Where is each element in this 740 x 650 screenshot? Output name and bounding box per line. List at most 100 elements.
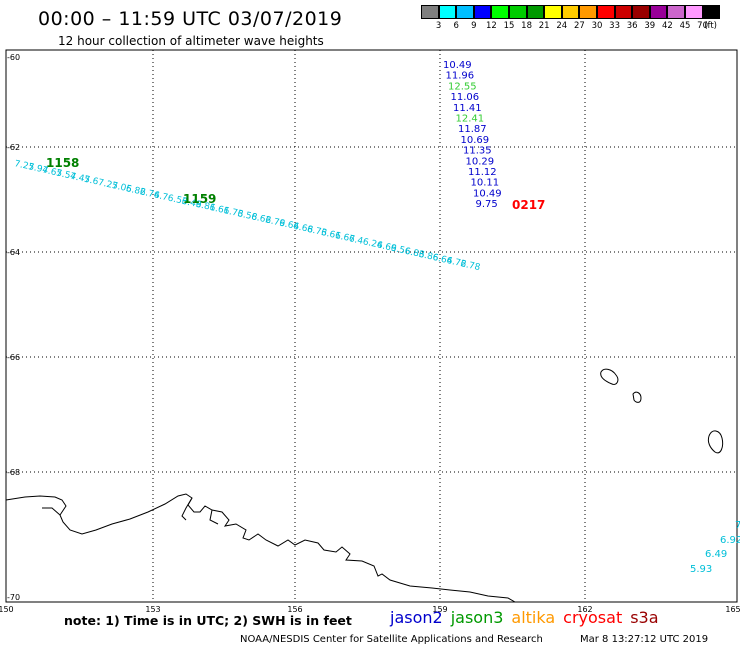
swh-value-label: 10.29 — [466, 156, 495, 167]
swh-value-label: 6.92 — [720, 535, 740, 546]
swh-value-label: 6.7 — [153, 190, 169, 203]
swh-value-label: 10.69 — [461, 135, 490, 146]
lon-tick-label: 165 — [725, 605, 740, 614]
swh-value-label: 6.58 — [236, 209, 258, 223]
swh-value-label: 7.45 — [69, 172, 91, 186]
scale-swatch — [649, 5, 668, 19]
scale-label: 6 — [453, 21, 459, 31]
map-grid — [6, 50, 737, 602]
swh-value-label: 6.62 — [250, 212, 272, 226]
scale-swatch — [702, 5, 721, 19]
scale-swatch — [421, 5, 439, 19]
swh-value-label: 6.74 — [139, 187, 161, 201]
swh-value-label: 6.82 — [125, 184, 147, 198]
scale-swatch — [526, 5, 545, 19]
swh-value-label: 7.54 — [55, 169, 77, 183]
swh-value-label: 6.49 — [181, 197, 203, 211]
swh-value-label: 7 — [735, 520, 740, 531]
swh-value-label: 6.4 — [348, 234, 364, 247]
coast-inlet-2 — [181, 497, 193, 521]
tick-labels: -60 -62 -64 -66 -68 -70 150 153 156 159 162 165 — [0, 53, 740, 614]
scale-label: 24 — [556, 21, 568, 31]
swh-value-label: 11.06 — [451, 92, 480, 103]
island-3 — [707, 430, 724, 454]
swh-value-label: 6.53 — [167, 194, 189, 208]
legend-item-altika: altika — [511, 608, 556, 627]
swh-value-label: 7.6 — [83, 175, 99, 188]
swh-value-label: 10.11 — [471, 178, 500, 189]
pass-time-label: 0217 — [512, 198, 545, 212]
scale-label: 3 — [435, 21, 442, 31]
scale-label: 12 — [485, 21, 497, 31]
swh-value-label: 6.49 — [705, 549, 727, 560]
scale-swatch — [614, 5, 633, 19]
swh-value-label: 10.49 — [443, 60, 472, 71]
scale-swatch — [667, 5, 685, 19]
scale-label: 36 — [626, 21, 638, 31]
swh-value-label: 11.41 — [453, 103, 482, 114]
swh-value-label: 6.73 — [306, 225, 328, 239]
scale-label: 33 — [609, 21, 621, 31]
island-2 — [632, 391, 642, 403]
swh-value-label: 12.55 — [448, 81, 477, 92]
scale-swatch — [456, 5, 474, 19]
lon-tick-label: 159 — [432, 605, 447, 614]
corner-track-labels: 7 6.92 6.49 5.93 — [690, 520, 740, 575]
scale-label: 30 — [591, 21, 603, 31]
lat-tick-label: -70 — [7, 593, 20, 602]
scale-label: 45 — [679, 21, 691, 31]
time-labels: 1158 1159 0217 — [46, 156, 545, 212]
scale-swatch — [632, 5, 650, 19]
lat-tick-label: -60 — [7, 53, 20, 62]
swh-value-label: 6.56 — [390, 244, 412, 258]
color-scale-labels: 3 6 9 12 15 18 21 24 27 30 33 36 39 42 45 70 (ft) — [421, 21, 740, 33]
scale-label: 39 — [644, 21, 656, 31]
swh-value-label: 6.73 — [222, 206, 244, 220]
swh-value-label: 12.41 — [456, 114, 485, 125]
scale-swatch — [561, 5, 580, 19]
color-scale — [421, 5, 721, 19]
scale-swatch — [684, 5, 703, 19]
swh-value-label: 6.78 — [459, 259, 481, 273]
scale-label: 21 — [538, 21, 550, 31]
swh-value-label: 5.93 — [690, 564, 712, 575]
scale-swatch — [491, 5, 509, 19]
lat-tick-label: -68 — [7, 468, 20, 477]
swh-value-label: 7.25 — [97, 178, 119, 192]
swh-value-label: 6.61 — [320, 228, 342, 242]
scale-swatch — [579, 5, 597, 19]
satellite-legend: jason2 jason3 altika cryosat s3a — [390, 608, 667, 627]
swh-value-label: 6.86 — [418, 250, 440, 264]
swh-value-label: 10.49 — [473, 188, 502, 199]
swh-value-label: 6.64 — [431, 253, 453, 267]
scale-swatch — [544, 5, 562, 19]
map-subtitle: 12 hour collection of altimeter wave hei… — [58, 34, 324, 48]
swh-value-label: 11.12 — [468, 167, 497, 178]
swh-value-label: 6.72 — [445, 256, 467, 270]
swh-value-label: 6.69 — [376, 240, 398, 254]
note-text: note: 1) Time is in UTC; 2) SWH is in fe… — [64, 613, 352, 628]
legend-item-jason2: jason2 — [390, 608, 443, 627]
lon-tick-label: 156 — [287, 605, 302, 614]
map-frame — [5, 49, 738, 603]
legend-item-jason3: jason3 — [450, 608, 504, 627]
swh-value-label: 11.96 — [446, 71, 475, 82]
swh-value-label: 9.75 — [476, 199, 498, 210]
lat-tick-label: -64 — [7, 248, 20, 257]
scale-label: 42 — [661, 21, 673, 31]
scale-label: 15 — [503, 21, 515, 31]
swh-value-label: 11.87 — [458, 124, 487, 135]
swh-value-label: 6.83 — [404, 247, 426, 261]
swh-value-label: 6.24 — [362, 237, 384, 251]
scale-swatch — [596, 5, 615, 19]
scale-swatch — [508, 5, 527, 19]
island-1 — [600, 368, 619, 385]
swh-value-label: 6.68 — [292, 222, 314, 236]
swh-value-label: 6.64 — [278, 219, 300, 233]
swh-value-label: 7.05 — [111, 181, 133, 195]
lat-tick-label: -66 — [7, 353, 20, 362]
swh-value-label: 11.35 — [463, 146, 492, 157]
pass-time-label: 1159 — [183, 192, 216, 206]
scale-label: (ft) — [704, 21, 717, 31]
cyan-track-labels: 7.257.947.657.547.457.67.257.056.826.746… — [13, 159, 481, 273]
